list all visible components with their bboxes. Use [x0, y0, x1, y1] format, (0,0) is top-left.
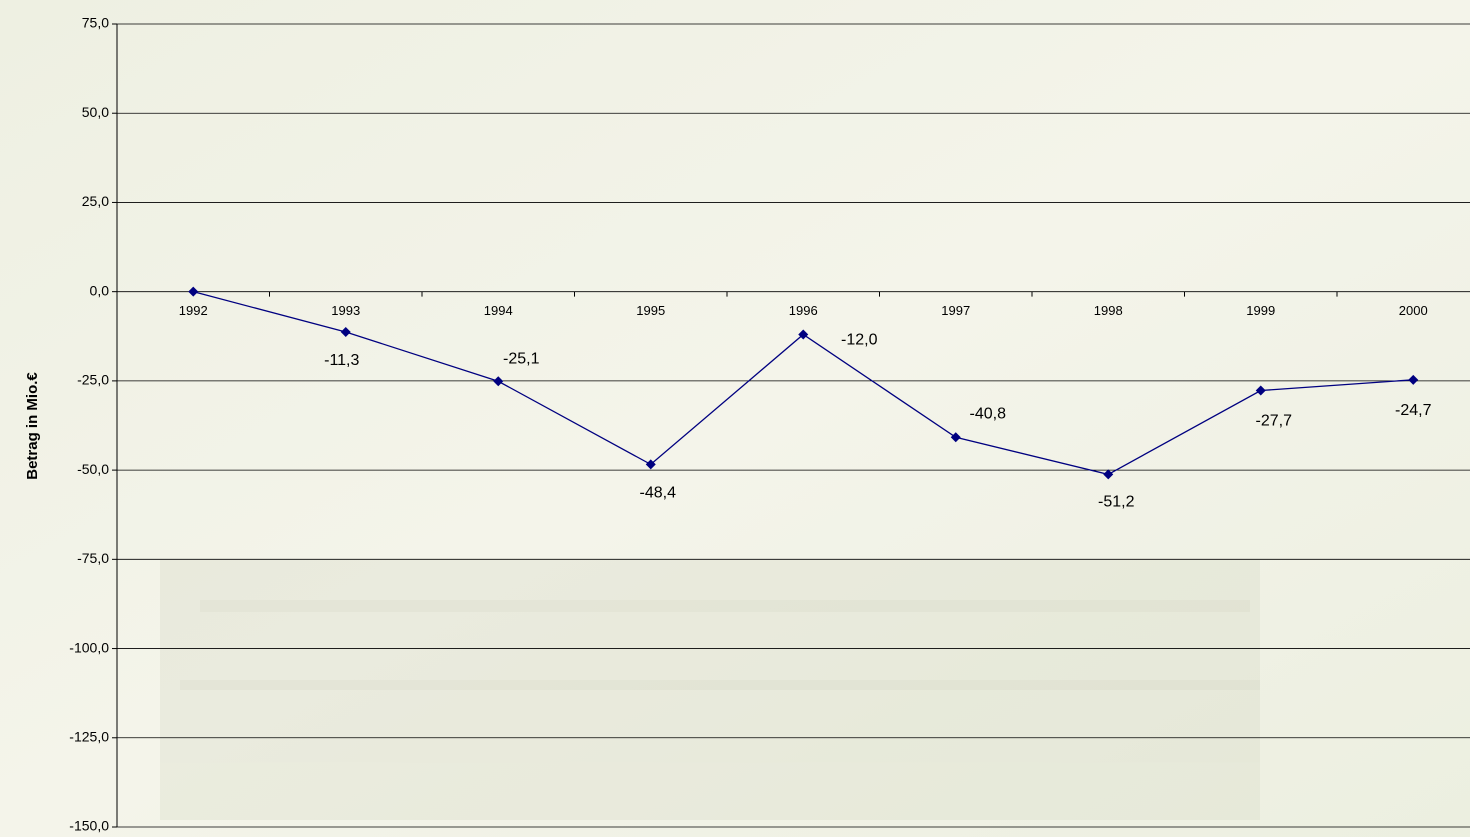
x-tick-label: 1999: [1246, 303, 1275, 318]
x-tick-label: 1992: [179, 303, 208, 318]
data-label: -51,2: [1098, 494, 1135, 511]
data-label: -11,3: [324, 352, 359, 369]
data-label: -40,8: [970, 405, 1007, 422]
x-tick-label: 1994: [484, 303, 513, 318]
x-tick-label: 1993: [331, 303, 360, 318]
y-tick-label: -125,0: [69, 728, 109, 744]
y-tick-label: 0,0: [90, 282, 110, 298]
data-point: [645, 459, 656, 470]
data-label: -12,0: [841, 332, 878, 349]
y-tick-label: 25,0: [82, 193, 109, 209]
data-point: [950, 432, 961, 443]
data-point: [340, 326, 351, 337]
x-tick-label: 1995: [636, 303, 665, 318]
background-decoration: [160, 560, 1260, 820]
data-label: -48,4: [640, 485, 677, 502]
y-axis-title: Betrag in Mio.€: [24, 372, 41, 480]
data-label: -24,7: [1395, 402, 1432, 419]
data-point: [188, 286, 199, 297]
data-point: [798, 329, 809, 340]
x-tick-label: 1997: [941, 303, 970, 318]
y-tick-label: -25,0: [77, 372, 109, 388]
x-tick-label: 2000: [1399, 303, 1428, 318]
x-tick-label: 1998: [1094, 303, 1123, 318]
data-point: [1408, 374, 1419, 385]
x-tick-label: 1996: [789, 303, 818, 318]
data-label: -27,7: [1256, 413, 1293, 430]
data-point: [1103, 469, 1114, 480]
y-tick-label: -100,0: [69, 639, 109, 655]
y-tick-label: 75,0: [82, 15, 109, 31]
y-tick-label: -150,0: [69, 818, 109, 834]
y-tick-label: 50,0: [82, 104, 109, 120]
data-label: -25,1: [503, 350, 540, 367]
data-point: [493, 376, 504, 387]
y-tick-label: -75,0: [77, 550, 109, 566]
data-point: [1255, 385, 1266, 396]
y-tick-label: -50,0: [77, 461, 109, 477]
